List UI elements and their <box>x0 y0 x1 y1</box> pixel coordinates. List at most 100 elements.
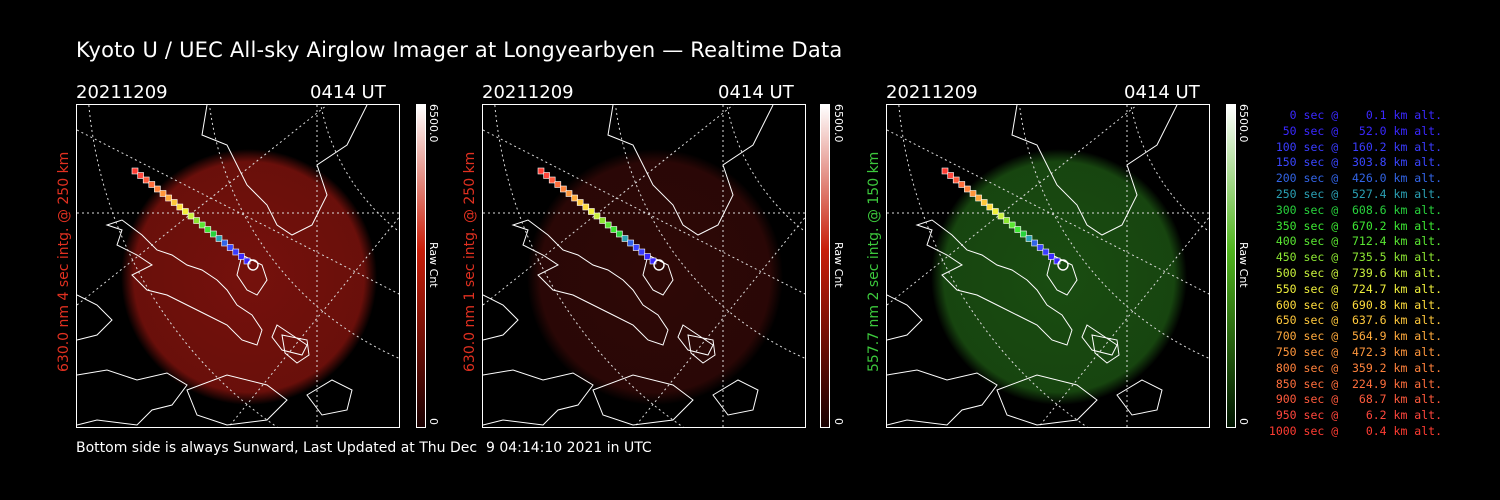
trajectory-marker <box>170 199 178 206</box>
trajectory-marker <box>1048 253 1055 260</box>
panel-1-colorbar-unit: Raw Cnt <box>427 242 440 288</box>
panel-2-date: 20211209 <box>482 82 574 103</box>
trajectory-marker <box>599 217 606 224</box>
legend-row: 800 sec @ 359.2 km alt. <box>1268 360 1442 375</box>
trajectory-marker <box>154 185 161 193</box>
page-title: Kyoto U / UEC All-sky Airglow Imager at … <box>76 38 843 62</box>
trajectory-marker <box>131 167 139 175</box>
trajectory-marker <box>548 176 556 184</box>
trajectory-marker <box>616 230 623 238</box>
panel-3-colorbar <box>1226 104 1236 428</box>
trajectory-marker <box>1003 217 1010 224</box>
trajectory-marker <box>593 212 601 220</box>
panel-3-map <box>886 104 1210 428</box>
panel-2-ylabel: 630.0 nm 1 sec intg. @ 250 km <box>462 151 478 372</box>
trajectory-marker <box>1036 244 1044 251</box>
panel-3-colorbar-max: 6500.0 <box>1237 104 1250 143</box>
trajectory-marker <box>210 230 217 238</box>
trajectory-marker <box>232 248 240 256</box>
trajectory-marker <box>604 221 612 229</box>
trajectory-marker <box>621 235 629 242</box>
trajectory-marker <box>226 244 234 251</box>
trajectory-marker <box>627 239 634 247</box>
trajectory-marker <box>582 203 590 211</box>
trajectory-marker <box>221 239 228 247</box>
trajectory-legend: 0 sec @ 0.1 km alt. 50 sec @ 52.0 km alt… <box>1250 108 1442 440</box>
trajectory-marker <box>1020 230 1027 238</box>
trajectory-marker <box>193 217 200 224</box>
trajectory-marker <box>1031 239 1038 247</box>
station-marker <box>1057 259 1069 271</box>
panel-2-time: 0414 UT <box>718 82 794 103</box>
trajectory-marker <box>565 190 573 197</box>
trajectory-marker <box>182 208 189 215</box>
trajectory-marker <box>198 221 206 229</box>
trajectory-marker <box>964 185 971 193</box>
trajectory-marker <box>204 226 212 233</box>
trajectory-marker <box>632 244 640 251</box>
trajectory-marker <box>1014 226 1022 233</box>
panel-1-time: 0414 UT <box>310 82 386 103</box>
legend-row: 850 sec @ 224.9 km alt. <box>1268 376 1442 391</box>
trajectory-marker <box>941 167 949 175</box>
legend-row: 350 sec @ 670.2 km alt. <box>1268 218 1442 233</box>
panel-1-colorbar-min: 0 <box>427 418 440 425</box>
panel-3-time: 0414 UT <box>1124 82 1200 103</box>
trajectory-marker <box>142 176 150 184</box>
trajectory-marker <box>187 212 195 220</box>
panel-2-colorbar-max: 6500.0 <box>832 104 845 143</box>
footer-note: Bottom side is always Sunward, Last Upda… <box>76 440 652 456</box>
trajectory-marker <box>159 190 167 197</box>
panel-1-date: 20211209 <box>76 82 168 103</box>
trajectory-marker <box>1025 235 1033 242</box>
trajectory-marker <box>588 208 595 215</box>
panel-1-map <box>76 104 400 428</box>
panel-2-colorbar-unit: Raw Cnt <box>832 242 845 288</box>
panel-3-colorbar-unit: Raw Cnt <box>1237 242 1250 288</box>
trajectory-marker <box>560 185 567 193</box>
trajectory-marker <box>1008 221 1016 229</box>
panel-3-ylabel: 557.7 nm 2 sec intg. @ 150 km <box>866 151 882 372</box>
trajectory-marker <box>148 181 156 188</box>
panel-2-map <box>482 104 806 428</box>
panel-1-colorbar <box>416 104 426 428</box>
trajectory-marker <box>997 212 1005 220</box>
trajectory-marker <box>969 190 977 197</box>
legend-row: 550 sec @ 724.7 km alt. <box>1268 281 1442 296</box>
trajectory-marker <box>947 172 954 179</box>
legend-row: 100 sec @ 160.2 km alt. <box>1268 139 1442 154</box>
trajectory-marker <box>215 235 223 242</box>
panel-1-colorbar-max: 6500.0 <box>427 104 440 143</box>
trajectory-marker <box>1042 248 1050 256</box>
trajectory-marker <box>543 172 550 179</box>
trajectory-marker <box>137 172 144 179</box>
legend-row: 900 sec @ 68.7 km alt. <box>1268 392 1442 407</box>
trajectory-marker <box>952 176 960 184</box>
trajectory-marker <box>992 208 999 215</box>
trajectory-marker <box>958 181 966 188</box>
trajectory-marker <box>165 194 172 202</box>
legend-row: 50 sec @ 52.0 km alt. <box>1268 123 1442 138</box>
legend-row: 750 sec @ 472.3 km alt. <box>1268 344 1442 359</box>
trajectory-marker <box>554 181 562 188</box>
trajectory-marker <box>986 203 994 211</box>
trajectory-marker <box>980 199 988 206</box>
panel-3-colorbar-min: 0 <box>1237 418 1250 425</box>
trajectory-marker <box>537 167 545 175</box>
legend-row: 650 sec @ 637.6 km alt. <box>1268 313 1442 328</box>
station-marker <box>247 259 259 271</box>
legend-row: 400 sec @ 712.4 km alt. <box>1268 234 1442 249</box>
legend-row: 600 sec @ 690.8 km alt. <box>1268 297 1442 312</box>
legend-row: 300 sec @ 608.6 km alt. <box>1268 202 1442 217</box>
panel-1-ylabel: 630.0 nm 4 sec intg. @ 250 km <box>56 151 72 372</box>
panel-2-colorbar <box>820 104 830 428</box>
legend-row: 250 sec @ 527.4 km alt. <box>1268 186 1442 201</box>
legend-row: 150 sec @ 303.8 km alt. <box>1268 155 1442 170</box>
legend-row: 0 sec @ 0.1 km alt. <box>1268 108 1442 122</box>
trajectory-marker <box>576 199 584 206</box>
trajectory-marker <box>176 203 184 211</box>
trajectory-marker <box>610 226 618 233</box>
trajectory-marker <box>238 253 245 260</box>
trajectory-marker <box>644 253 651 260</box>
station-marker <box>653 259 665 271</box>
